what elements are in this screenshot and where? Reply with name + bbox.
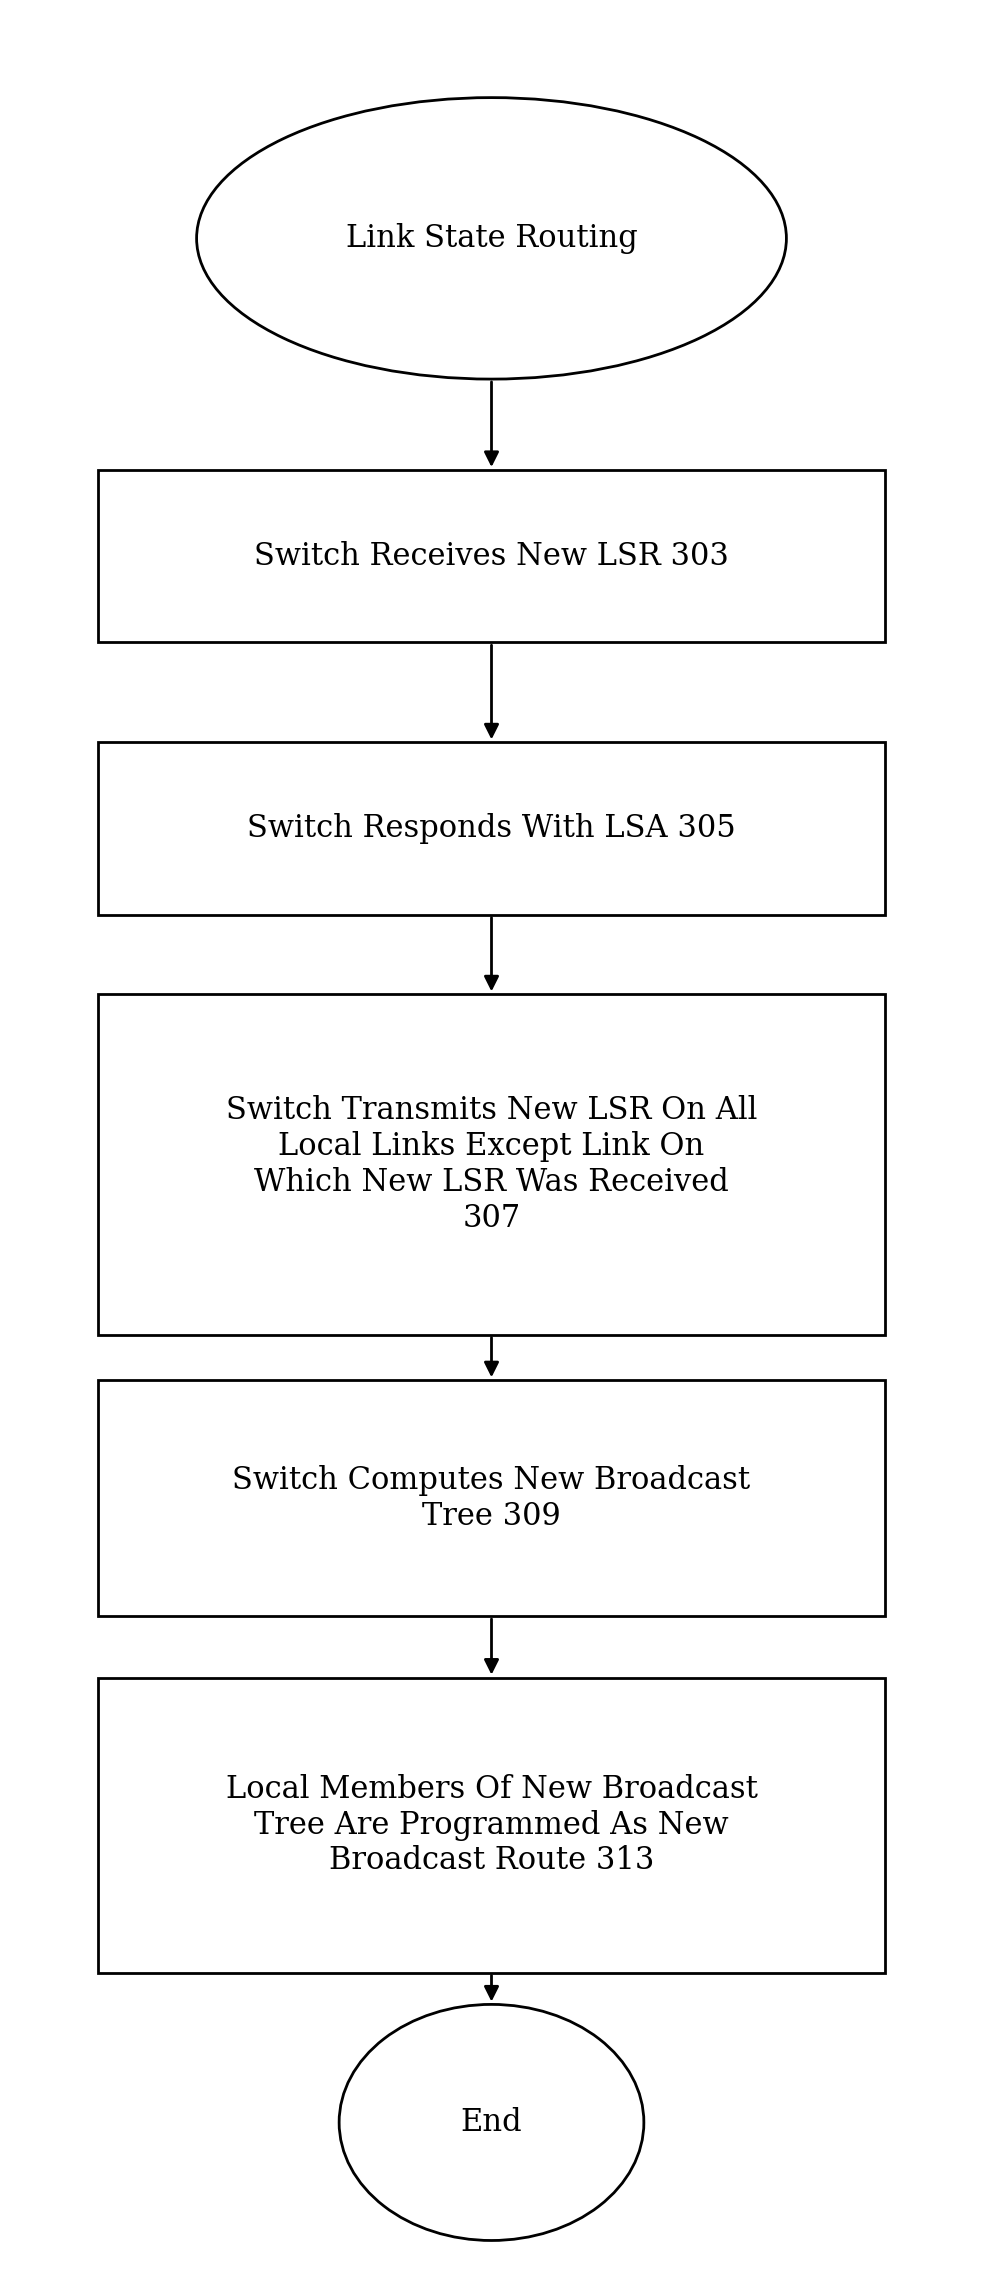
- Text: Switch Computes New Broadcast
Tree 309: Switch Computes New Broadcast Tree 309: [232, 1464, 751, 1532]
- Text: Switch Receives New LSR 303: Switch Receives New LSR 303: [254, 540, 729, 572]
- Bar: [98, 1380, 885, 1616]
- Bar: [98, 1678, 885, 1973]
- Bar: [98, 742, 885, 915]
- Bar: [98, 994, 885, 1335]
- Text: Switch Responds With LSA 305: Switch Responds With LSA 305: [247, 813, 736, 844]
- Bar: [98, 470, 885, 642]
- Text: End: End: [461, 2107, 522, 2138]
- Text: Switch Transmits New LSR On All
Local Links Except Link On
Which New LSR Was Rec: Switch Transmits New LSR On All Local Li…: [226, 1096, 757, 1233]
- Text: Local Members Of New Broadcast
Tree Are Programmed As New
Broadcast Route 313: Local Members Of New Broadcast Tree Are …: [225, 1773, 758, 1877]
- Text: Link State Routing: Link State Routing: [346, 222, 637, 254]
